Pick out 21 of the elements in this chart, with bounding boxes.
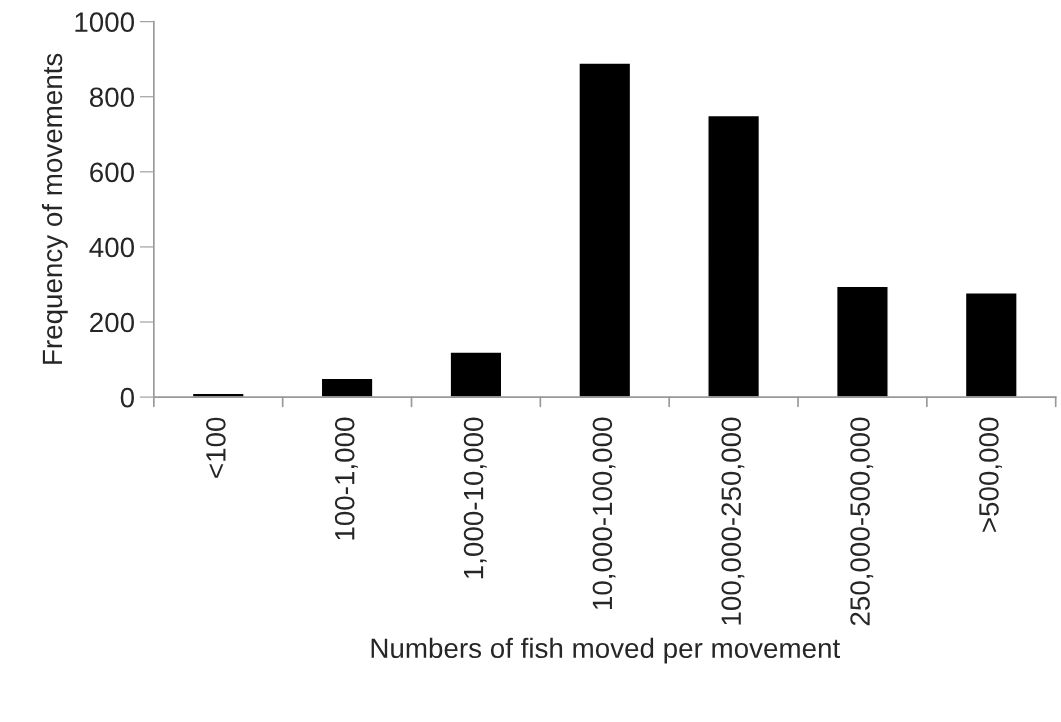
y-axis-title: Frequency of movements [41,53,68,364]
x-tick-label: >500,000 [979,417,1003,532]
x-tick-label: 100-1,000 [334,417,358,540]
y-tick-label: 800 [89,87,135,108]
bar [707,114,761,398]
y-tick-label: 200 [90,312,135,333]
x-tick-label: 250,000-500,000 [850,417,874,626]
x-axis-title: Numbers of fish moved per movement [371,637,841,664]
bar [449,351,503,398]
x-tick-label: 100,000-250,000 [721,417,745,625]
x-tick-label: 1,000-10,000 [463,417,487,579]
x-tick-label: <100 [206,417,226,478]
y-tick-label: 0 [120,387,135,408]
y-tick-label: 1000 [75,12,135,32]
y-tick-label: 600 [90,162,135,183]
y-tick-label: 400 [89,237,135,258]
x-tick-label: 10,000-100,000 [592,417,616,610]
bar [320,377,374,398]
bar [578,62,632,398]
bar [964,292,1018,398]
bar [835,285,889,398]
